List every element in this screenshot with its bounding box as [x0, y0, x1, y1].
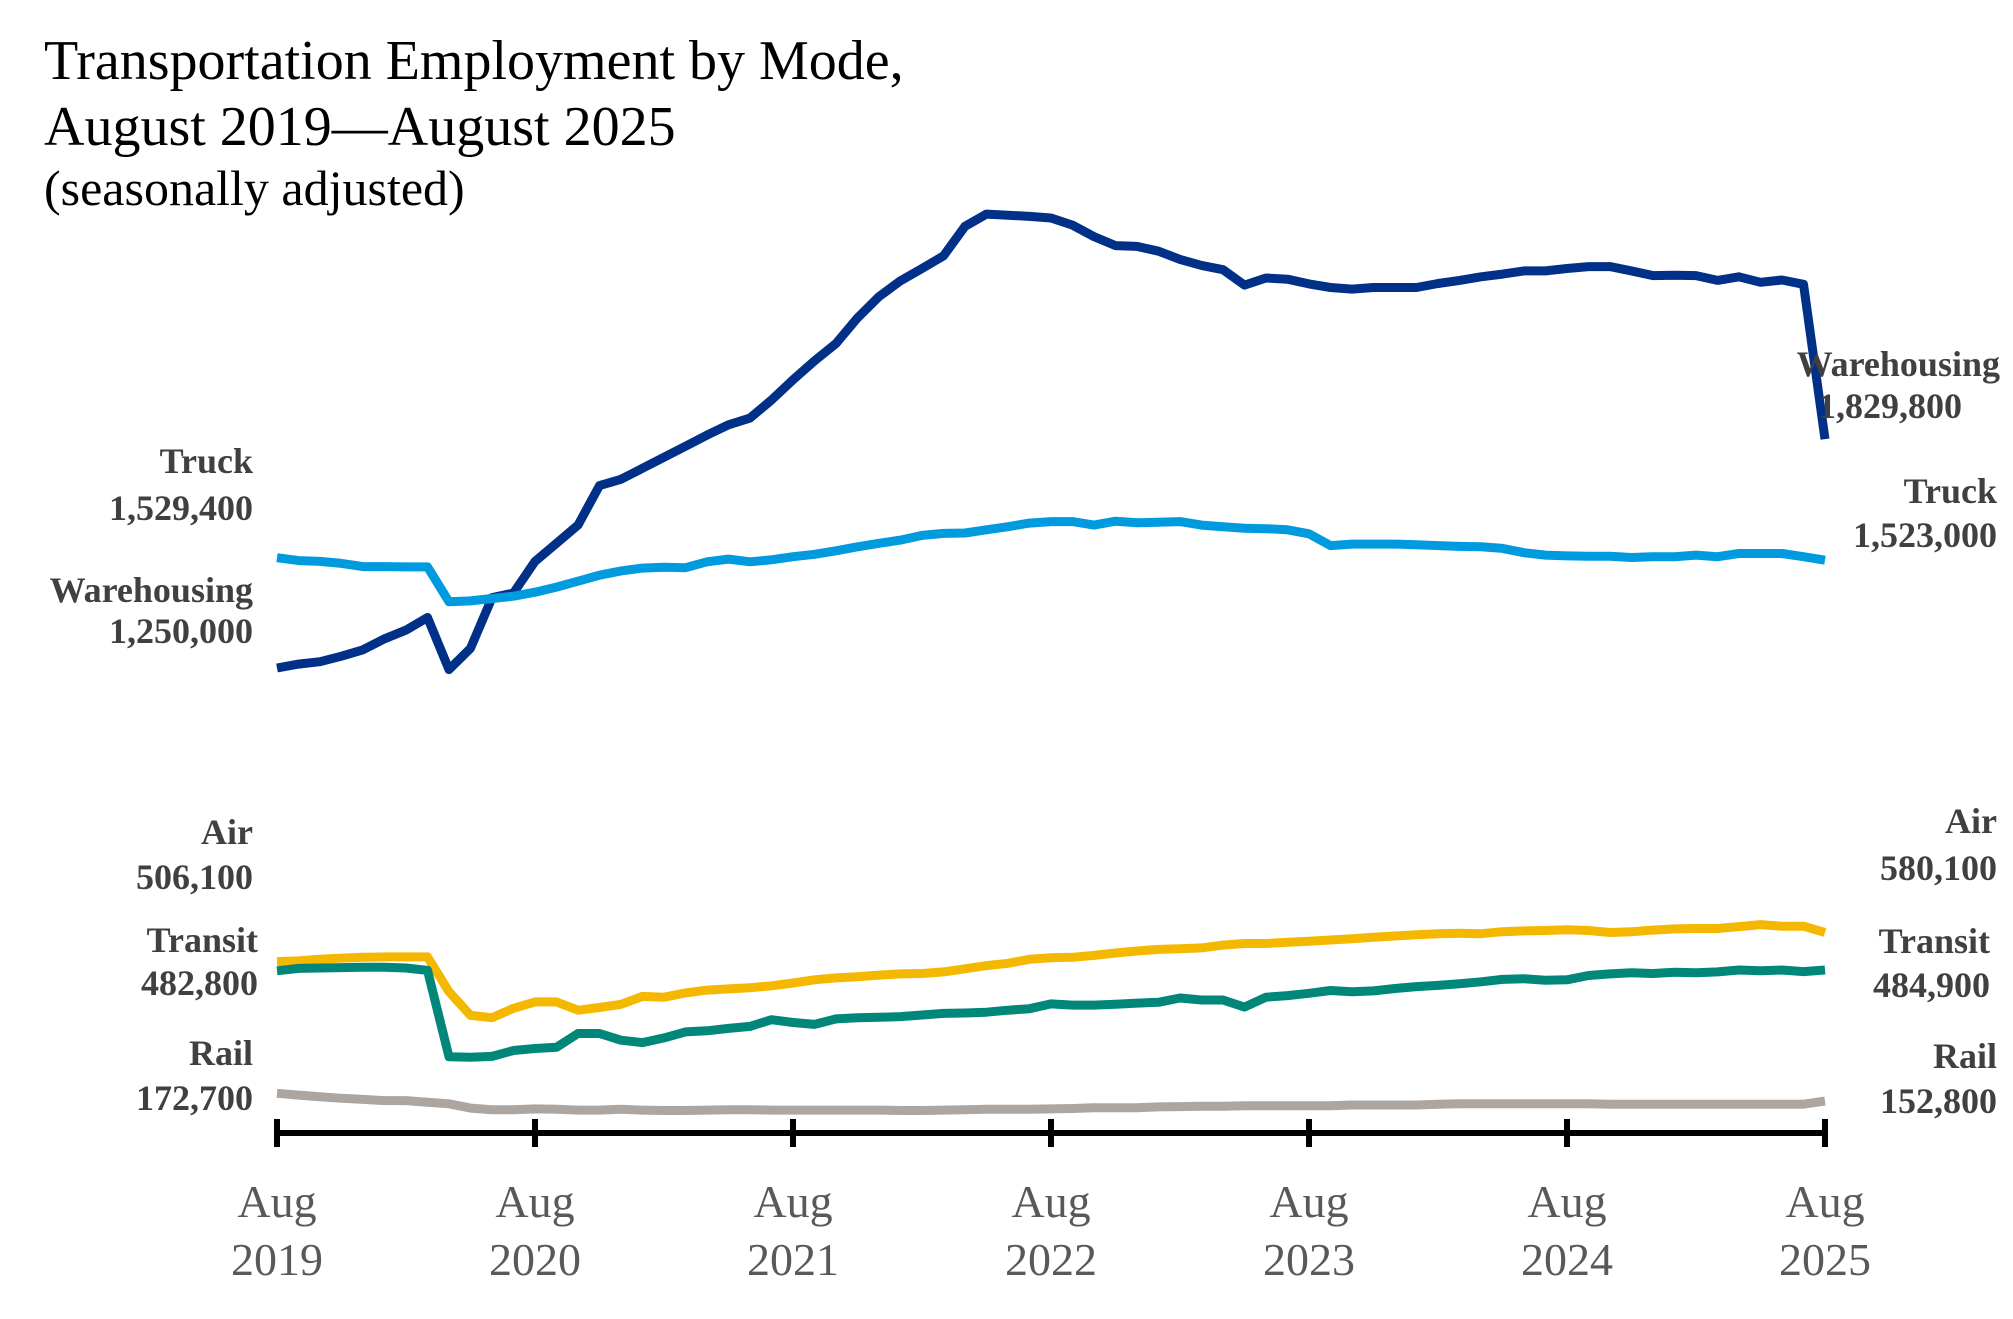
air-end-value-label: 580,100: [1880, 848, 1997, 888]
rail-start-value-label: 172,700: [136, 1078, 253, 1118]
chart-title-line2: August 2019—August 2025: [44, 96, 676, 158]
warehousing-start-name-label: Warehousing: [50, 570, 253, 610]
series-layer: [276, 209, 1830, 1115]
truck-end-name-label: Truck: [1904, 471, 1997, 511]
x-tick-label-month: Aug: [237, 1176, 316, 1227]
transit-start-name-label: Transit: [147, 920, 258, 960]
warehousing-end-name-label: Warehousing: [1797, 344, 2000, 384]
x-tick-label-year: 2019: [231, 1234, 323, 1285]
transit-end-value-label: 484,900: [1873, 965, 1990, 1005]
rail-start-name-label: Rail: [189, 1033, 253, 1073]
warehousing-start-value-label: 1,250,000: [109, 611, 253, 651]
x-tick-label-month: Aug: [495, 1176, 574, 1227]
x-tick-label-year: 2023: [1263, 1234, 1355, 1285]
air-start-value-label: 506,100: [136, 857, 253, 897]
x-axis: Aug 2019 Aug 2020 Aug 2021 Aug 2022 Aug 2023 Aug 20…: [231, 1119, 1871, 1285]
rail-line: [276, 1088, 1826, 1115]
rail-end-value-label: 152,800: [1880, 1081, 1997, 1121]
x-tick-label-year: 2022: [1005, 1234, 1097, 1285]
chart-subtitle: (seasonally adjusted): [44, 160, 465, 216]
truck-end-value-label: 1,523,000: [1853, 515, 1997, 555]
chart-title: Transportation Employment by Mode,: [44, 30, 904, 92]
x-tick-label-month: Aug: [1269, 1176, 1348, 1227]
x-tick-label-year: 2021: [747, 1234, 839, 1285]
x-tick-label-year: 2024: [1521, 1234, 1613, 1285]
transit-end-name-label: Transit: [1879, 921, 1990, 961]
warehousing-end-value-label: 1,829,800: [1818, 386, 1962, 426]
x-tick-label-month: Aug: [1785, 1176, 1864, 1227]
transit-start-value-label: 482,800: [141, 963, 258, 1003]
truck-line: [276, 516, 1826, 607]
x-tick-label-month: Aug: [753, 1176, 832, 1227]
truck-start-name-label: Truck: [160, 441, 253, 481]
x-tick-label-year: 2025: [1779, 1234, 1871, 1285]
air-start-name-label: Air: [201, 812, 253, 852]
x-tick-label-month: Aug: [1527, 1176, 1606, 1227]
air-line: [276, 920, 1827, 1023]
x-tick-label-year: 2020: [489, 1234, 581, 1285]
rail-end-name-label: Rail: [1933, 1036, 1997, 1076]
warehousing-line: [276, 209, 1830, 675]
truck-start-value-label: 1,529,400: [109, 488, 253, 528]
series-labels: Warehousing1,250,000Warehousing1,829,800…: [50, 344, 2000, 1121]
chart-title-block: Transportation Employment by Mode, Augus…: [44, 28, 904, 216]
air-end-name-label: Air: [1945, 801, 1997, 841]
transit-line: [276, 962, 1826, 1062]
x-tick-label-month: Aug: [1011, 1176, 1090, 1227]
